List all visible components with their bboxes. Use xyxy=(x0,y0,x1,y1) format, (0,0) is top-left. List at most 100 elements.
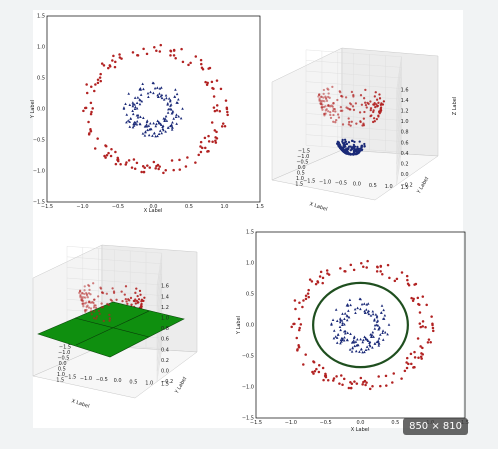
x-tick-label: 1.0 xyxy=(57,372,65,378)
x-tick-label: 0.0 xyxy=(298,165,306,171)
inner-cluster-point xyxy=(359,348,363,351)
y-tick-label: 1.0 xyxy=(246,261,254,267)
inner-cluster-point-3d xyxy=(363,142,366,146)
inner-cluster-point xyxy=(147,133,151,137)
x-tick-label: −1.0 xyxy=(58,350,70,356)
inner-cluster-point xyxy=(128,103,132,107)
inner-cluster-point xyxy=(381,331,384,335)
outer-ring-point xyxy=(310,280,314,283)
outer-ring-point-3d xyxy=(323,114,326,117)
inner-cluster-point xyxy=(366,339,370,342)
z-tick-label: 1.4 xyxy=(401,98,409,104)
inner-cluster-point xyxy=(135,119,139,123)
outer-ring-point xyxy=(347,386,351,390)
outer-ring-point xyxy=(338,382,341,385)
inner-cluster-point xyxy=(360,302,364,306)
outer-ring-point xyxy=(84,106,88,110)
inner-cluster-point xyxy=(142,87,145,91)
y-tick-label: −0.5 xyxy=(242,354,254,360)
outer-ring-point xyxy=(207,140,211,143)
outer-ring-point-3d xyxy=(125,300,128,303)
y-tick-label: −1.5 xyxy=(64,375,76,381)
outer-ring-point-3d xyxy=(332,120,335,123)
outer-ring-point xyxy=(318,364,321,367)
inner-cluster-point xyxy=(165,96,168,100)
outer-ring-point xyxy=(89,101,93,105)
inner-cluster-point-3d xyxy=(347,147,350,150)
outer-ring-point xyxy=(312,360,316,364)
outer-ring-point-3d xyxy=(332,113,335,117)
inner-cluster-point xyxy=(156,93,159,97)
outer-ring-point xyxy=(93,89,96,93)
z-tick-label: 0.8 xyxy=(161,326,169,332)
inner-cluster-point xyxy=(371,312,375,316)
grid-line xyxy=(305,123,402,132)
inner-cluster-point xyxy=(145,123,148,126)
inner-cluster-point xyxy=(138,102,142,106)
outer-ring-point xyxy=(405,361,408,364)
outer-ring-point xyxy=(221,122,225,125)
inner-cluster-point xyxy=(362,338,365,342)
inner-cluster-point xyxy=(373,342,377,345)
outer-ring-point xyxy=(169,49,172,52)
inner-cluster-point-3d xyxy=(360,145,363,148)
inner-cluster-point xyxy=(375,340,379,344)
outer-ring-point xyxy=(293,322,296,326)
outer-ring-point xyxy=(417,356,420,360)
outer-ring-point xyxy=(306,292,310,295)
inner-cluster-point xyxy=(159,123,163,126)
y-tick-label: −1.0 xyxy=(319,179,331,185)
outer-ring-point xyxy=(359,376,363,380)
inner-cluster-point xyxy=(139,93,143,96)
outer-ring-point-3d xyxy=(350,103,353,106)
x-tick-label: 0.5 xyxy=(185,204,193,210)
y-tick-label: −0.5 xyxy=(96,377,108,383)
outer-ring-point-3d xyxy=(78,290,82,293)
inner-cluster-point xyxy=(167,126,170,129)
inner-cluster-point-3d xyxy=(353,140,356,144)
inner-cluster-point xyxy=(377,342,381,345)
outer-ring-point xyxy=(133,167,137,170)
inner-cluster-point xyxy=(363,309,366,313)
outer-ring-point-3d xyxy=(328,105,332,108)
x-tick-label: 0.0 xyxy=(357,420,365,426)
x-tick-label: −1.5 xyxy=(59,345,71,351)
outer-ring-point-3d xyxy=(338,90,341,93)
y-tick-label: −1.5 xyxy=(33,200,45,206)
outer-ring-point-3d xyxy=(327,88,330,91)
outer-ring-point-3d xyxy=(140,304,143,308)
outer-ring-point-3d xyxy=(366,101,369,105)
outer-ring-point-3d xyxy=(115,298,118,301)
outer-ring-point-3d xyxy=(134,302,137,305)
inner-cluster-point xyxy=(331,318,335,322)
outer-ring-point-3d xyxy=(81,297,84,301)
y-tick-labels: 1.5 1.0 0.5 0.0 −0.5 −1.0 −1.5 xyxy=(303,178,408,191)
outer-ring-point-3d xyxy=(322,88,326,92)
outer-ring-point xyxy=(419,325,422,329)
outer-ring-point xyxy=(96,78,100,81)
outer-ring-point xyxy=(211,140,214,144)
inner-cluster-point xyxy=(373,327,377,330)
inner-cluster-point xyxy=(175,101,179,104)
outer-ring-point xyxy=(339,267,342,270)
inner-cluster-point xyxy=(368,341,371,344)
outer-ring-point xyxy=(210,80,214,84)
outer-ring-point xyxy=(302,363,305,366)
inner-cluster-point xyxy=(142,116,145,120)
inner-cluster-point xyxy=(166,101,170,105)
outer-ring-point-3d xyxy=(89,310,93,313)
outer-ring-point xyxy=(297,317,301,321)
outer-ring-point xyxy=(127,159,131,162)
outer-ring-point xyxy=(421,295,425,298)
outer-ring-point xyxy=(360,262,363,265)
inner-cluster-point xyxy=(135,122,139,126)
x-tick-label: 0.0 xyxy=(150,204,158,210)
outer-ring-point xyxy=(315,367,318,371)
outer-ring-point xyxy=(170,159,174,162)
outer-ring-point-3d xyxy=(123,293,126,296)
outer-ring-point xyxy=(294,307,297,311)
inner-cluster-point xyxy=(334,335,337,338)
outer-ring-point-3d xyxy=(112,291,116,295)
inner-cluster-point xyxy=(160,96,164,100)
outer-ring-point-3d xyxy=(108,317,112,320)
